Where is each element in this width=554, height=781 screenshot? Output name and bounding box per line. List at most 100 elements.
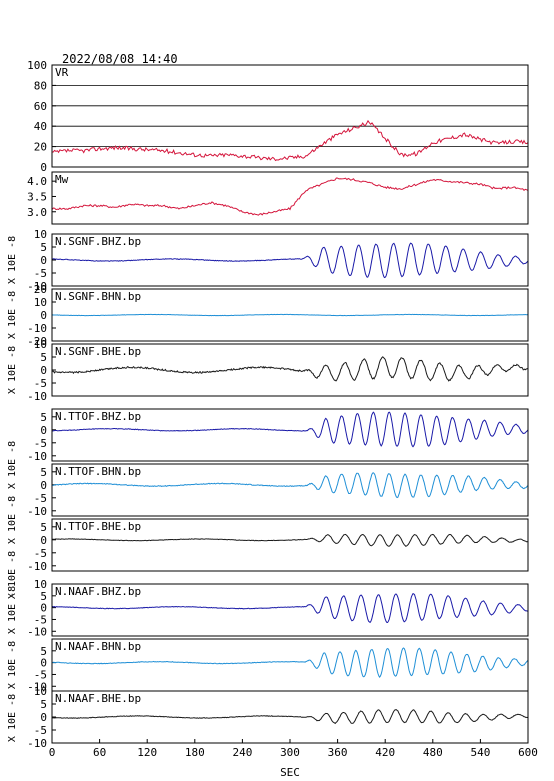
y-tick-label: 60 [34,100,47,113]
panel-title: N.SGNF.BHN.bp [55,290,141,303]
series-line [51,533,529,547]
y-tick-label: 0 [40,309,47,322]
y-tick-label: -5 [34,492,47,505]
x-tick-label: 480 [423,746,443,759]
series-line [51,313,529,317]
y-tick-label: -10 [27,737,47,750]
panel-frame [51,64,529,168]
y-tick-label: 0 [40,364,47,377]
y-tick-label: 5 [40,590,47,603]
y-tick-label: 3.5 [27,190,47,203]
y-tick-label: 4.0 [27,175,47,188]
y-tick-label: -20 [27,335,47,348]
y-tick-label: 80 [34,79,47,92]
series-line [52,242,529,279]
panel-title: Mw [55,173,69,186]
x-tick-label: 600 [518,746,538,759]
series-line [52,356,529,382]
y-tick-label: -10 [27,280,47,293]
y-tick-label: 40 [34,120,47,133]
y-tick-label: 0 [40,657,47,670]
series-line [51,411,529,448]
y-tick-label: 10 [34,685,47,698]
series-line [52,119,529,162]
panel-10: -10-505 N.NAAF.BHN.bp [27,638,529,693]
y-tick-label: 5 [40,698,47,711]
y-tick-label: 5 [40,241,47,254]
panel-frame [51,171,529,225]
panel-title: N.TTOF.BHE.bp [55,520,141,533]
y-tick-label: -5 [34,377,47,390]
y-tick-label: 10 [34,296,47,309]
panel-frame [51,233,529,287]
y-tick-label: 5 [40,351,47,364]
y-tick-label: 0 [40,424,47,437]
y-unit-label: X 10E -8 [7,291,18,339]
x-tick-label: 540 [470,746,490,759]
y-tick-label: 100 [27,59,47,72]
y-tick-label: 0 [40,602,47,615]
y-unit-label: X 10E -8 [7,586,18,634]
y-unit-label: X 10E -8 [7,441,18,489]
y-tick-label: 20 [34,141,47,154]
panel-title: N.SGNF.BHE.bp [55,345,141,358]
panel-2: 3.0 3.5 4.0 Mw [27,171,529,225]
x-tick-label: 0 [49,746,56,759]
y-tick-label: -10 [27,390,47,403]
y-tick-label: -10 [27,625,47,638]
x-tick-label: 360 [328,746,348,759]
timestamp-label: 2022/08/08 14:40 [62,52,178,66]
panel-title: N.NAAF.BHZ.bp [55,585,141,598]
y-tick-label: 5 [40,411,47,424]
panel-6: -10-505 N.TTOF.BHZ.bp [27,408,529,463]
y-tick-label: -5 [34,724,47,737]
panel-title: N.NAAF.BHE.bp [55,692,141,705]
panel-frame [51,583,529,637]
y-unit-label: X 10E -8 [7,236,18,284]
y-tick-label: -10 [27,322,47,335]
panel-frame [51,408,529,462]
panel-title: VR [55,66,69,79]
x-tick-label: 420 [375,746,395,759]
panel-title: N.SGNF.BHZ.bp [55,235,141,248]
y-tick-label: 0 [40,534,47,547]
series-line [51,472,529,499]
x-tick-label: 180 [185,746,205,759]
panel-frame [51,463,529,517]
series-line [51,177,529,216]
x-tick-label: 120 [137,746,157,759]
x-tick-label: 240 [232,746,252,759]
x-axis: 0 60 120 180 240 300 360 420 480 540 600 [49,739,538,759]
y-tick-label: 20 [34,283,47,296]
y-tick-label: 0 [40,254,47,267]
y-tick-label: -10 [27,560,47,573]
y-tick-label: -10 [27,505,47,518]
y-tick-label: -10 [27,680,47,693]
panel-frame [51,288,529,342]
panel-1: 0 20 40 60 80 100 VR [27,59,529,174]
y-tick-label: -5 [34,437,47,450]
series-line [51,592,529,624]
x-tick-label: 60 [93,746,106,759]
y-tick-label: 10 [34,228,47,241]
panel-title: N.TTOF.BHN.bp [55,465,141,478]
y-tick-label: 5 [40,521,47,534]
y-tick-label: 5 [40,645,47,658]
series-line [51,647,529,678]
panel-title: N.NAAF.BHN.bp [55,640,141,653]
y-tick-label: -10 [27,450,47,463]
y-unit-label: X 10E -8 [7,346,18,394]
y-unit-label: X 10E -8 [7,694,18,742]
panel-frame [51,518,529,572]
y-tick-label: 0 [40,161,47,174]
y-tick-label: 10 [34,338,47,351]
y-unit-label: X 10E -8 [7,496,18,544]
y-tick-label: -5 [34,547,47,560]
y-tick-label: 0 [40,711,47,724]
